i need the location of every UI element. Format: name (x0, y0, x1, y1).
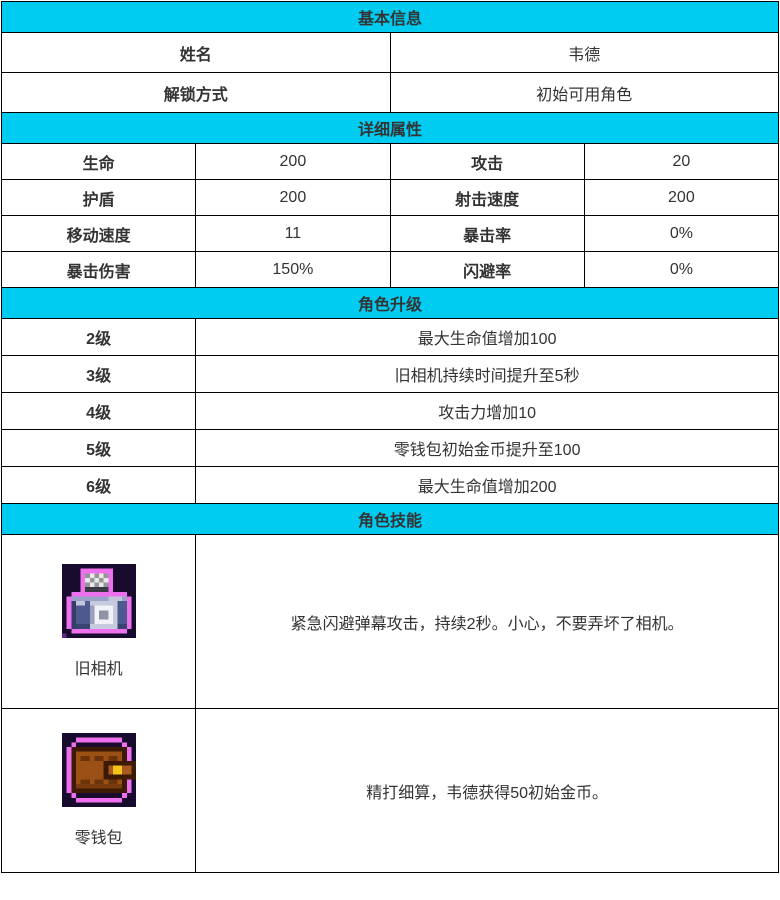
basic-row-value: 韦德 (389, 32, 779, 73)
skill-description: 紧急闪避弹幕攻击，持续2秒。小心，不要弄坏了相机。 (195, 534, 779, 709)
stat-value: 150% (195, 251, 391, 288)
section-header-upgrades: 角色升级 (1, 287, 779, 319)
basic-row-value: 初始可用角色 (389, 72, 779, 113)
table-row: 姓名 韦德 (1, 32, 779, 73)
stat-value: 0% (583, 251, 780, 288)
stat-label: 射击速度 (389, 179, 585, 216)
upgrade-level: 2级 (0, 318, 197, 356)
basic-row-label: 解锁方式 (1, 72, 391, 113)
skill-name: 零钱包 (74, 830, 123, 847)
table-row: 旧相机 紧急闪避弹幕攻击，持续2秒。小心，不要弄坏了相机。 (0, 534, 779, 709)
section-skills: 角色技能 (1, 503, 779, 535)
basic-row-label: 姓名 (1, 32, 391, 73)
character-info-panel: 基本信息 姓名 韦德 解锁方式 初始可用角色 详细属性 生命 200 攻击 20… (0, 1, 780, 873)
stat-label: 暴击率 (389, 215, 585, 252)
stat-label: 暴击伤害 (0, 251, 197, 288)
upgrade-effect: 最大生命值增加200 (195, 466, 779, 504)
section-basic-info: 基本信息 (1, 1, 779, 33)
section-header-skills: 角色技能 (1, 503, 779, 535)
skill-name: 旧相机 (74, 661, 123, 678)
stat-value: 11 (195, 215, 391, 252)
skill-cell-old-camera: 旧相机 (0, 534, 197, 709)
stat-label: 攻击 (389, 143, 585, 180)
wallet-icon (61, 733, 136, 807)
old-camera-icon (61, 564, 136, 638)
stat-value: 20 (583, 143, 780, 180)
upgrade-level: 4级 (0, 392, 197, 430)
stat-label: 护盾 (0, 179, 197, 216)
table-row: 护盾 200 射击速度 200 (0, 179, 780, 216)
section-header-basic-info: 基本信息 (1, 1, 779, 33)
table-row: 6级 最大生命值增加200 (0, 466, 779, 504)
upgrade-effect: 旧相机持续时间提升至5秒 (195, 355, 779, 393)
section-header-detailed-stats: 详细属性 (1, 112, 779, 144)
table-row: 暴击伤害 150% 闪避率 0% (0, 251, 780, 288)
upgrade-level: 5级 (0, 429, 197, 467)
skill-description: 精打细算，韦德获得50初始金币。 (195, 708, 779, 873)
stat-value: 200 (195, 179, 391, 216)
table-row: 2级 最大生命值增加100 (0, 318, 779, 356)
stat-value: 200 (583, 179, 780, 216)
stat-value: 200 (195, 143, 391, 180)
table-row: 零钱包 精打细算，韦德获得50初始金币。 (0, 708, 779, 873)
table-row: 解锁方式 初始可用角色 (1, 72, 779, 113)
upgrade-level: 3级 (0, 355, 197, 393)
upgrade-effect: 攻击力增加10 (195, 392, 779, 430)
table-row: 4级 攻击力增加10 (0, 392, 779, 430)
upgrade-effect: 最大生命值增加100 (195, 318, 779, 356)
section-detailed-stats: 详细属性 (1, 112, 779, 144)
stat-label: 闪避率 (389, 251, 585, 288)
skill-cell-coin-purse: 零钱包 (0, 708, 197, 873)
upgrade-effect: 零钱包初始金币提升至100 (195, 429, 779, 467)
table-row: 移动速度 11 暴击率 0% (0, 215, 780, 252)
stat-label: 移动速度 (0, 215, 197, 252)
table-row: 5级 零钱包初始金币提升至100 (0, 429, 779, 467)
character-info-table: 基本信息 姓名 韦德 解锁方式 初始可用角色 详细属性 生命 200 攻击 20… (0, 1, 780, 873)
stat-value: 0% (583, 215, 780, 252)
table-row: 生命 200 攻击 20 (0, 143, 780, 180)
section-upgrades: 角色升级 (1, 287, 779, 319)
stat-label: 生命 (0, 143, 197, 180)
upgrade-level: 6级 (0, 466, 197, 504)
table-row: 3级 旧相机持续时间提升至5秒 (0, 355, 779, 393)
